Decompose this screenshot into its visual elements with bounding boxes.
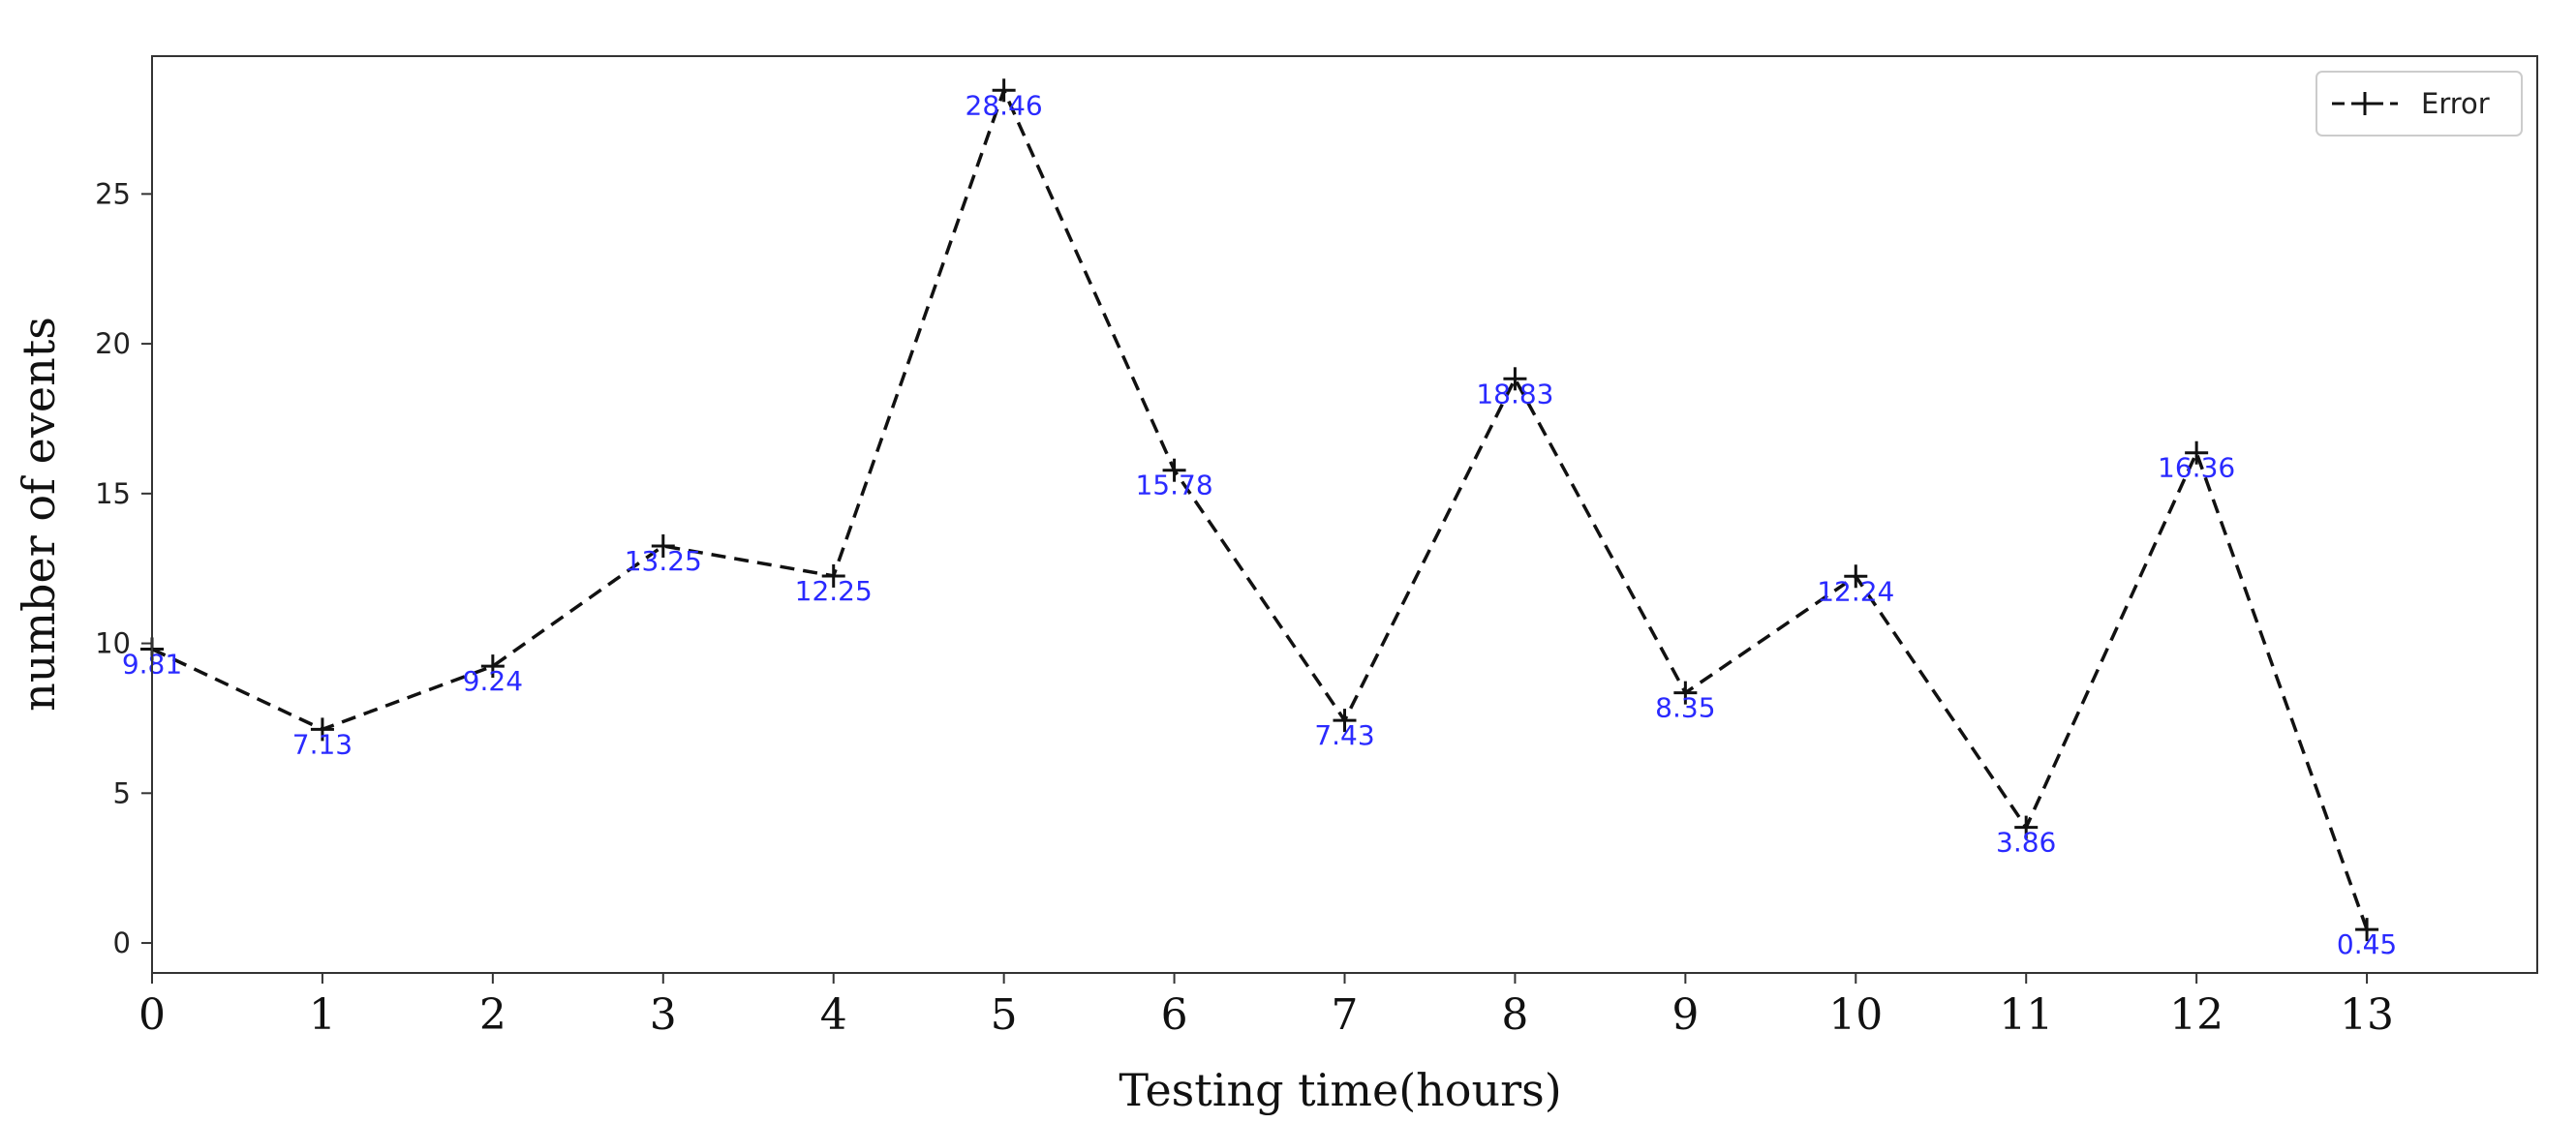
data-point-marker (1333, 709, 1357, 733)
y-tick-label: 5 (113, 776, 131, 809)
x-tick-label: 12 (2169, 990, 2223, 1040)
data-label: 12.24 (1817, 575, 1894, 607)
x-tick-label: 13 (2340, 990, 2394, 1040)
data-label: 3.86 (1996, 827, 2056, 859)
data-point-marker (2185, 440, 2209, 465)
x-tick-label: 2 (479, 990, 506, 1040)
x-tick-label: 6 (1161, 990, 1188, 1040)
data-label: 7.43 (1314, 719, 1374, 751)
y-axis-title: number of events (13, 317, 65, 712)
y-tick-label: 25 (95, 177, 131, 210)
y-tick-label: 15 (95, 477, 131, 510)
data-point-marker (480, 654, 505, 679)
data-labels-layer: 9.817.139.2413.2512.2528.4615.787.4318.8… (122, 89, 2397, 960)
data-point-marker (310, 717, 334, 742)
series-line-error (151, 88, 2369, 930)
legend-box (2315, 71, 2523, 137)
legend-marker (2353, 92, 2377, 115)
data-label: 18.83 (1476, 378, 1553, 410)
data-label: 16.36 (2158, 452, 2235, 484)
data-label: 15.78 (1135, 470, 1212, 501)
data-label: 7.13 (292, 728, 353, 760)
data-label: 9.24 (463, 665, 523, 697)
data-label: 0.45 (2337, 928, 2397, 960)
x-tick-label: 10 (1828, 990, 1883, 1040)
x-tick-label: 5 (991, 990, 1018, 1040)
series-layer (140, 78, 2379, 942)
data-point-marker (651, 533, 675, 558)
legend: Error (2315, 71, 2523, 137)
x-tick-label: 0 (138, 990, 166, 1040)
x-tick-label: 11 (1999, 990, 2053, 1040)
x-tick-label: 8 (1501, 990, 1528, 1040)
data-point-marker (1162, 458, 1186, 482)
x-axis-title: Testing time(hours) (1119, 1064, 1561, 1116)
data-label: 12.25 (795, 575, 873, 607)
data-label: 28.46 (966, 89, 1043, 121)
x-tick-label: 9 (1671, 990, 1699, 1040)
data-point-marker (1673, 681, 1698, 705)
data-label: 8.35 (1655, 692, 1715, 724)
plot-frame (151, 55, 2538, 974)
x-tick-label: 3 (650, 990, 677, 1040)
data-point-marker (1844, 564, 1868, 589)
x-tick-label: 7 (1332, 990, 1359, 1040)
x-tick-label: 1 (309, 990, 336, 1040)
data-point-marker (821, 563, 845, 588)
x-tick-label: 4 (820, 990, 847, 1040)
data-point-marker (2014, 815, 2039, 839)
data-point-marker (2355, 918, 2379, 942)
data-point-marker (992, 78, 1016, 103)
legend-label: Error (2421, 87, 2490, 120)
data-label: 13.25 (625, 545, 702, 577)
y-tick-label: 0 (113, 926, 131, 959)
y-tick-label: 10 (95, 627, 131, 660)
data-point-marker (1503, 367, 1527, 391)
y-tick-label: 20 (95, 327, 131, 360)
